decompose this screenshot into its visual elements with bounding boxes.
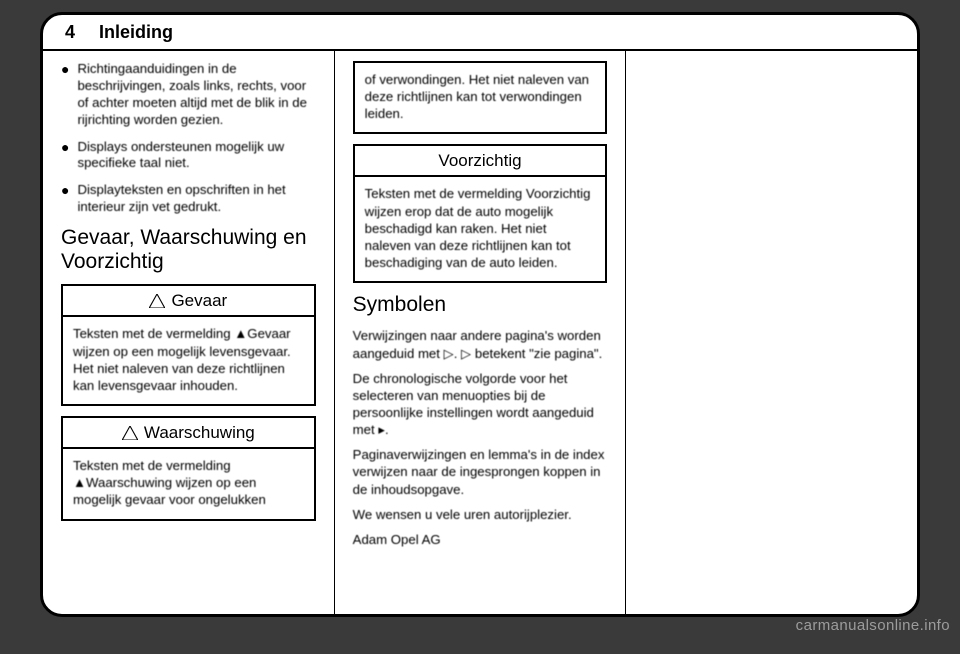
column-3 bbox=[625, 51, 917, 614]
page-header: 4 Inleiding bbox=[43, 15, 917, 51]
document-page: 4 Inleiding ● Richtingaanduidingen in de… bbox=[40, 12, 920, 617]
caution-callout: Voorzichtig Teksten met de vermelding Vo… bbox=[353, 144, 608, 283]
section-heading-symbols: Symbolen bbox=[353, 293, 608, 317]
triangle-warning-icon bbox=[122, 426, 138, 440]
paragraph: De chronologische volgorde voor het sele… bbox=[353, 370, 608, 439]
bullet-marker-icon: ● bbox=[61, 182, 69, 216]
triangle-warning-icon bbox=[149, 294, 165, 308]
danger-callout-title: Gevaar bbox=[63, 286, 314, 317]
section-heading-gww: Gevaar, Waarschuwing en Voorzichtig bbox=[61, 226, 316, 274]
watermark-text: carmanualsonline.info bbox=[796, 617, 950, 634]
warning-callout-continued: of verwondingen. Het niet naleven van de… bbox=[353, 61, 608, 134]
paragraph: Paginaverwijzingen en lemma's in de inde… bbox=[353, 446, 608, 497]
warning-title-text: Waarschuwing bbox=[144, 423, 255, 443]
danger-callout-body: Teksten met de vermelding ▲Gevaar wijzen… bbox=[63, 317, 314, 404]
warning-callout-body-part2: of verwondingen. Het niet naleven van de… bbox=[355, 63, 606, 132]
bullet-text: Displayteksten en opschriften in het int… bbox=[77, 182, 315, 216]
column-1: ● Richtingaanduidingen in de beschrijvin… bbox=[43, 51, 334, 614]
caution-callout-title: Voorzichtig bbox=[355, 146, 606, 177]
signature-line: Adam Opel AG bbox=[353, 531, 608, 548]
caution-title-text: Voorzichtig bbox=[438, 151, 521, 171]
danger-callout: Gevaar Teksten met de vermelding ▲Gevaar… bbox=[61, 284, 316, 406]
caution-callout-body: Teksten met de vermelding Voorzichtig wi… bbox=[355, 177, 606, 281]
bullet-marker-icon: ● bbox=[61, 61, 69, 129]
bullet-list: ● Richtingaanduidingen in de beschrijvin… bbox=[61, 61, 316, 216]
bullet-text: Displays ondersteunen mogelijk uw specif… bbox=[77, 139, 315, 173]
warning-callout-body-part1: Teksten met de vermelding ▲Waarschuwing … bbox=[63, 449, 314, 518]
running-title: Inleiding bbox=[99, 22, 173, 43]
list-item: ● Displays ondersteunen mogelijk uw spec… bbox=[61, 139, 316, 173]
bullet-marker-icon: ● bbox=[61, 139, 69, 173]
column-2: of verwondingen. Het niet naleven van de… bbox=[334, 51, 626, 614]
bullet-text: Richtingaanduidingen in de beschrijvinge… bbox=[77, 61, 315, 129]
list-item: ● Richtingaanduidingen in de beschrijvin… bbox=[61, 61, 316, 129]
content-columns: ● Richtingaanduidingen in de beschrijvin… bbox=[43, 51, 917, 614]
danger-title-text: Gevaar bbox=[171, 291, 227, 311]
paragraph: Verwijzingen naar andere pagina's worden… bbox=[353, 327, 608, 361]
list-item: ● Displayteksten en opschriften in het i… bbox=[61, 182, 316, 216]
warning-callout: Waarschuwing Teksten met de vermelding ▲… bbox=[61, 416, 316, 520]
page-number: 4 bbox=[65, 22, 75, 43]
warning-callout-title: Waarschuwing bbox=[63, 418, 314, 449]
paragraph: We wensen u vele uren autorijplezier. bbox=[353, 506, 608, 523]
